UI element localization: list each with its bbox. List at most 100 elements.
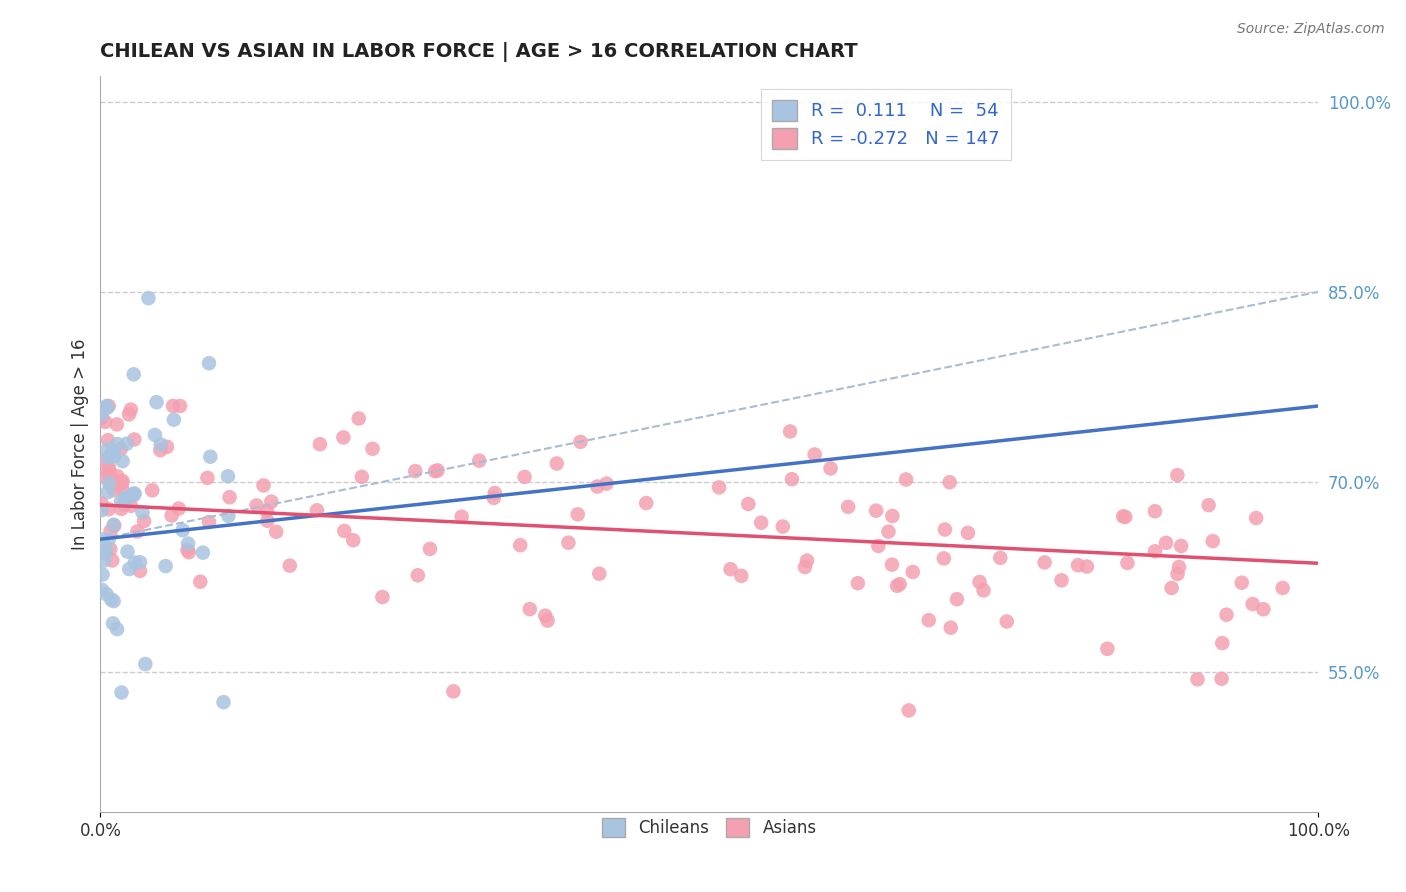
Point xyxy=(468,453,491,467)
Point xyxy=(350,470,373,484)
Point xyxy=(730,569,752,583)
Point xyxy=(90,496,112,510)
Point xyxy=(264,524,287,539)
Point xyxy=(131,505,153,519)
Point xyxy=(124,556,146,570)
Point xyxy=(103,483,125,498)
Point xyxy=(118,562,141,576)
Point xyxy=(846,576,869,591)
Point xyxy=(1170,539,1192,553)
Point xyxy=(111,454,134,468)
Point xyxy=(124,433,146,447)
Point xyxy=(111,482,134,496)
Point xyxy=(886,579,908,593)
Point xyxy=(200,450,222,464)
Point xyxy=(163,412,186,426)
Point xyxy=(91,582,114,597)
Point xyxy=(100,592,122,607)
Text: Source: ZipAtlas.com: Source: ZipAtlas.com xyxy=(1237,22,1385,37)
Point xyxy=(105,469,128,483)
Point xyxy=(772,519,794,533)
Point xyxy=(96,399,118,413)
Point xyxy=(134,657,156,671)
Point xyxy=(100,524,122,538)
Point xyxy=(97,442,120,457)
Point xyxy=(779,425,801,439)
Point xyxy=(120,499,142,513)
Point xyxy=(956,525,979,540)
Point xyxy=(482,491,505,505)
Point xyxy=(149,437,172,451)
Point xyxy=(127,524,149,539)
Point xyxy=(198,515,221,529)
Point xyxy=(569,434,592,449)
Point xyxy=(122,368,145,382)
Point xyxy=(115,492,138,507)
Point xyxy=(865,503,887,517)
Point xyxy=(969,574,991,589)
Point xyxy=(877,524,900,539)
Point xyxy=(101,444,124,458)
Point xyxy=(143,428,166,442)
Point xyxy=(918,613,941,627)
Point xyxy=(426,463,449,477)
Point xyxy=(188,574,211,589)
Point xyxy=(1230,575,1253,590)
Point xyxy=(1160,581,1182,595)
Point xyxy=(1202,534,1225,549)
Point xyxy=(342,533,364,548)
Point xyxy=(100,477,122,491)
Point xyxy=(97,533,120,547)
Point xyxy=(794,560,817,574)
Point xyxy=(333,524,356,538)
Point xyxy=(97,450,120,465)
Point xyxy=(1112,509,1135,524)
Text: CHILEAN VS ASIAN IN LABOR FORCE | AGE > 16 CORRELATION CHART: CHILEAN VS ASIAN IN LABOR FORCE | AGE > … xyxy=(100,42,858,62)
Point xyxy=(156,440,179,454)
Point xyxy=(519,602,541,616)
Point xyxy=(98,542,121,557)
Point xyxy=(361,442,384,456)
Point xyxy=(1211,672,1233,686)
Point xyxy=(1215,607,1237,622)
Point xyxy=(1097,641,1119,656)
Point xyxy=(132,514,155,528)
Point xyxy=(90,411,112,425)
Point xyxy=(882,508,904,523)
Point xyxy=(198,356,221,370)
Point xyxy=(868,539,890,553)
Point xyxy=(260,494,283,508)
Point xyxy=(129,564,152,578)
Point xyxy=(91,567,114,582)
Point xyxy=(1271,581,1294,595)
Point xyxy=(332,430,354,444)
Point xyxy=(973,583,995,598)
Point xyxy=(995,615,1018,629)
Point xyxy=(97,502,120,516)
Point xyxy=(103,594,125,608)
Point xyxy=(97,485,120,500)
Point xyxy=(138,291,160,305)
Point xyxy=(124,486,146,500)
Point xyxy=(101,553,124,567)
Point xyxy=(278,558,301,573)
Point xyxy=(932,551,955,566)
Point xyxy=(737,497,759,511)
Point xyxy=(98,476,121,491)
Point xyxy=(212,695,235,709)
Point xyxy=(197,471,219,485)
Point xyxy=(114,491,136,505)
Point xyxy=(509,538,531,552)
Point xyxy=(1211,636,1233,650)
Point xyxy=(1154,536,1177,550)
Point xyxy=(105,622,128,636)
Point xyxy=(177,545,200,559)
Point xyxy=(707,480,730,494)
Point xyxy=(347,411,370,425)
Point xyxy=(90,408,112,422)
Point xyxy=(145,395,167,409)
Point xyxy=(305,503,328,517)
Point xyxy=(160,508,183,523)
Point xyxy=(252,478,274,492)
Point xyxy=(115,436,138,450)
